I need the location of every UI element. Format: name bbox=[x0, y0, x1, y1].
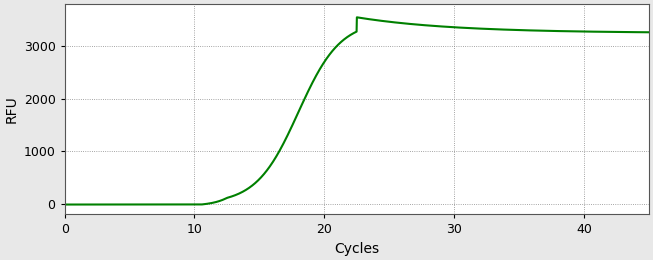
Y-axis label: RFU: RFU bbox=[4, 95, 18, 123]
X-axis label: Cycles: Cycles bbox=[334, 242, 379, 256]
